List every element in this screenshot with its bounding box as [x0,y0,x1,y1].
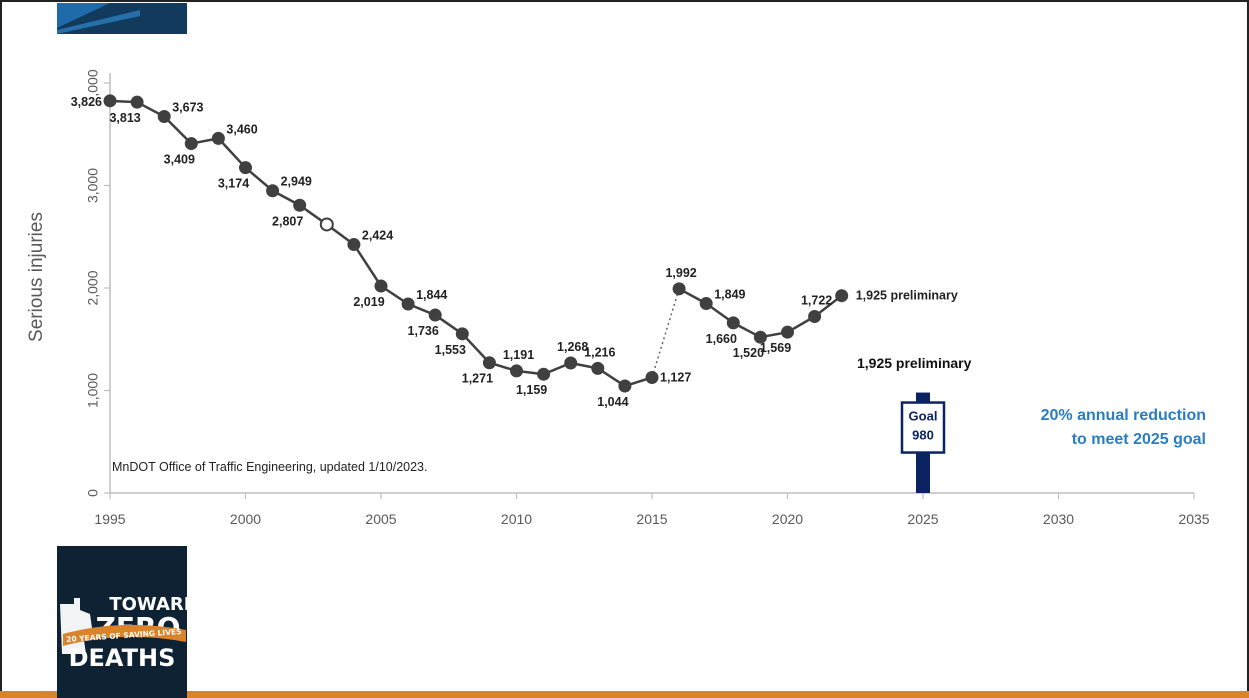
goal-sign [900,401,946,454]
data-label: 3,673 [172,101,203,115]
data-label: 3,174 [218,177,249,191]
y-tick-label: 2,000 [85,270,101,305]
data-label: 1,268 [557,340,588,354]
data-label: 1,216 [584,345,615,359]
x-tick-label: 2010 [501,511,532,527]
toward-zero-deaths-logo: TOWARD ZERO 20 YEARS OF SAVING LIVES DEA… [57,546,199,698]
data-point [266,184,280,198]
data-label: 2,424 [362,229,393,243]
data-point [510,364,523,378]
data-point [564,356,578,370]
footer-accent-bar [0,691,1249,698]
reduction-note-line1: 20% annual reduction [1041,407,1206,424]
data-point [103,94,117,108]
data-point [184,137,198,151]
data-point [781,325,794,339]
data-point [591,361,605,375]
data-label: 1,992 [665,266,696,280]
logo-deaths: DEATHS [69,644,176,672]
reduction-note-line2: to meet 2025 goal [1072,431,1206,448]
y-axis-label: Serious injuries [26,212,47,342]
data-point [455,327,469,341]
y-tick-label: 1,000 [85,373,101,408]
series-serious-injuries [103,94,849,393]
data-point [645,370,659,384]
data-point [293,198,307,212]
y-tick-label: 3,000 [85,168,101,203]
data-label: 1,660 [706,332,737,346]
series-segment [461,332,491,364]
logo-toward: TOWARD [109,594,198,615]
data-label: 3,460 [226,122,257,136]
logo-ribbon [63,624,186,646]
data-point [130,95,144,109]
data-point [428,308,442,322]
x-tick-label: 2000 [230,511,261,527]
data-label: 1,191 [503,348,534,362]
series-segment [217,137,247,169]
data-label: 3,813 [109,111,140,125]
data-label: 1,553 [435,343,466,357]
data-label: 3,409 [164,153,195,167]
goal-post: Goal 980 [900,392,946,493]
series-segment-dotted [651,288,680,378]
x-tick-label: 1995 [94,511,125,527]
source-credit: MnDOT Office of Traffic Engineering, upd… [112,460,427,474]
data-labels: 3,826 3,813 3,673 3,409 3,460 3,174 2,949 2,807… [71,95,958,409]
data-point [157,110,171,124]
data-point [808,309,822,323]
chart-axes: 1995 2000 2005 2010 2015 2020 2025 2030 2035 0 1,0… [85,69,1210,527]
data-label: 1,159 [516,383,547,397]
data-label: 1,722 [801,293,832,307]
data-label: 1,844 [416,288,447,302]
data-point [835,289,849,303]
data-point-hollow [319,217,334,232]
x-tick-label: 2015 [636,511,667,527]
data-label: 2,949 [281,175,312,189]
goal-label: Goal [909,409,938,424]
x-tick-label: 2020 [772,511,803,527]
data-point [672,282,686,296]
data-point [482,356,496,370]
data-label: 1,569 [760,341,791,355]
x-tick-label: 2030 [1043,511,1074,527]
data-label: 3,826 [71,95,102,109]
data-label: 2,019 [353,295,384,309]
series-segment [352,243,383,287]
data-point [347,238,361,252]
x-tick-label: 2035 [1178,511,1209,527]
x-tick-label: 2025 [907,511,938,527]
y-tick-label: ,000 [85,69,101,96]
y-tick-label: 0 [85,489,101,497]
data-label: 1,271 [462,372,493,386]
data-point [726,316,740,330]
data-label: 1,127 [660,370,691,384]
data-point [618,379,632,393]
data-label: 1,736 [408,324,439,338]
data-point [537,367,551,381]
top-banner-image [57,3,187,34]
goal-value: 980 [912,428,934,443]
data-point [753,330,767,344]
data-point [239,161,252,175]
preliminary-note: 1,925 preliminary [857,355,972,371]
x-tick-label: 2005 [365,511,396,527]
data-point [401,297,415,311]
data-point [211,131,225,145]
data-label: 1,044 [597,395,628,409]
data-label: 1,520 [733,346,764,360]
data-label: 2,807 [272,214,303,228]
data-point [374,279,388,293]
data-point [699,296,713,310]
data-label: 1,849 [714,287,745,301]
data-label: 1,925 preliminary [856,289,958,303]
